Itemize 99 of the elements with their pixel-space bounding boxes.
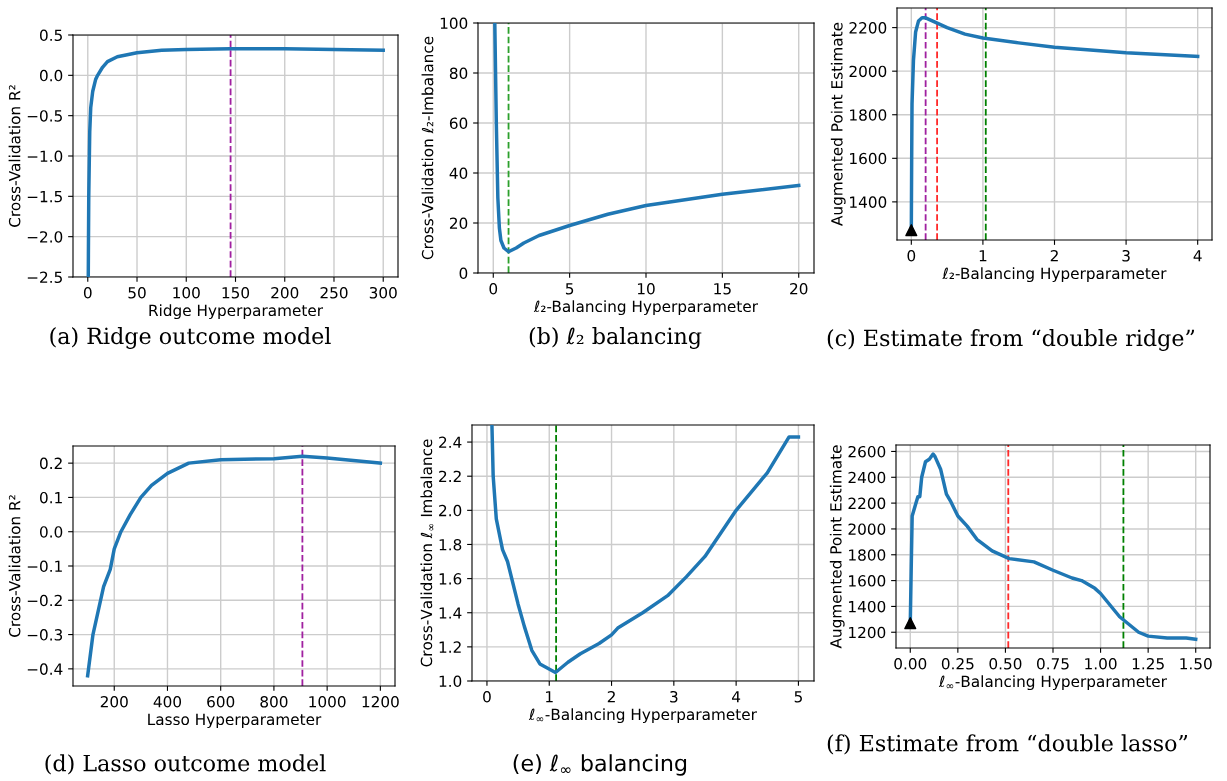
y-tick-label: 1800 [849, 549, 886, 561]
x-tick-label: 0.25 [941, 657, 974, 670]
x-tick-label: 20 [790, 282, 808, 295]
x-tick-label: 2 [1050, 249, 1058, 262]
y-tick-label: −0.5 [27, 110, 62, 122]
x-tick-label: 3 [1122, 249, 1130, 262]
x-tick-label: 1 [546, 691, 553, 703]
x-tick-label: 3 [670, 690, 678, 703]
y-tick-label: 0.5 [39, 29, 62, 42]
y-tick-label: 2000 [849, 65, 887, 78]
x-tick-label: 1 [979, 250, 987, 262]
y-axis-title: Cross-Validation R² [8, 495, 21, 637]
y-tick-label: 0.1 [39, 491, 62, 504]
y-tick-label: 0.0 [39, 69, 63, 82]
y-tick-label: −2.5 [27, 271, 62, 284]
y-tick-label: 40 [449, 167, 468, 180]
y-tick-label: 2.4 [439, 436, 462, 448]
y-tick-label: 0.0 [39, 526, 63, 538]
x-tick-label: 15 [714, 283, 731, 295]
y-tick-label: 2000 [848, 523, 886, 535]
y-axis-title: Augmented Point Estimate [829, 445, 845, 649]
x-tick-label: 400 [153, 695, 182, 708]
x-tick-label: 1000 [309, 695, 346, 708]
y-tick-label: 1.0 [439, 675, 462, 688]
x-tick-label: 5 [565, 283, 574, 295]
text: (d) Lasso outcome model [45, 754, 326, 775]
line-series [490, 425, 801, 675]
y-axis-title: Cross-Validation ℓ₂-Imbalance [421, 36, 434, 260]
x-tick-label: 0.00 [894, 657, 927, 670]
x-tick-label: 1.50 [1180, 657, 1212, 670]
line-series [85, 454, 383, 678]
y-tick-label: 1200 [849, 626, 886, 639]
y-tick-label: 2200 [849, 22, 887, 34]
y-tick-label: 1.8 [439, 538, 462, 551]
x-axis-title: Lasso Hyperparameter [148, 713, 322, 729]
x-tick-label: 0 [489, 282, 498, 295]
y-axis-title: Augmented Point Estimate [830, 22, 846, 226]
x-tick-label: 1.00 [1085, 657, 1117, 670]
x-axis-title: ℓ$_{∞}$-Balancing Hyperparameter [938, 675, 1167, 691]
x-axis-title: ℓ₂-Balancing Hyperparameter [942, 267, 1167, 283]
y-tick-label: 0.2 [39, 457, 62, 470]
y-tick-label: −0.4 [27, 663, 63, 675]
y-tick-label: −0.3 [27, 629, 63, 641]
y-tick-label: −1.0 [27, 150, 63, 163]
x-axis-title: ℓ₂-Balancing Hyperparameter [533, 300, 758, 316]
y-tick-label: 2400 [848, 471, 886, 484]
text: (f) Estimate from “double lasso” [827, 734, 1188, 755]
text: (e) ℓ$_{∞}$ balancing [513, 754, 687, 776]
y-tick-label: −0.1 [27, 560, 62, 573]
x-axis-title: Ridge Hyperparameter [149, 304, 324, 320]
y-tick-label: −0.2 [27, 594, 62, 607]
x-tick-label: 10 [637, 282, 655, 295]
y-tick-label: 2.2 [439, 470, 461, 482]
y-tick-label: −2.0 [27, 231, 63, 243]
y-tick-label: 80 [449, 67, 468, 80]
x-tick-label: 0 [907, 249, 916, 262]
y-tick-label: 1.6 [439, 573, 462, 585]
text: (c) Estimate from “double ridge” [827, 329, 1195, 351]
y-tick-label: 1600 [850, 152, 887, 165]
x-tick-label: 200 [100, 695, 128, 708]
y-tick-label: 20 [449, 217, 468, 230]
x-tick-label: 1.25 [1132, 657, 1164, 670]
x-tick-label: 100 [173, 286, 200, 299]
y-axis-title: Cross-Validation ℓ$_{∞}$ Imbalance [420, 439, 434, 667]
y-tick-label: 1600 [849, 575, 886, 587]
y-tick-label: 1400 [850, 196, 887, 208]
x-axis-title: ℓ$_{∞}$-Balancing Hyperparameter [528, 708, 757, 724]
x-tick-label: 600 [207, 695, 235, 708]
y-tick-label: 60 [449, 117, 468, 130]
y-tick-label: 2600 [848, 445, 886, 458]
y-tick-label: 1400 [849, 600, 886, 613]
x-tick-label: 4 [1193, 250, 1202, 262]
y-tick-label: 2.0 [439, 504, 462, 517]
x-tick-label: 0 [83, 286, 92, 299]
x-tick-label: 150 [222, 286, 250, 299]
y-axis-title: Cross-Validation R² [8, 85, 21, 227]
text: (a) Ridge outcome model [50, 327, 331, 349]
x-tick-label: 0.75 [1037, 657, 1069, 670]
text: (b) ℓ₂ balancing [529, 327, 702, 349]
y-tick-label: 2200 [848, 497, 886, 510]
x-tick-label: 0 [483, 690, 491, 703]
x-tick-label: 0.50 [989, 657, 1022, 670]
x-tick-label: 1200 [362, 695, 399, 708]
x-tick-label: 300 [369, 286, 397, 299]
line-series [86, 46, 385, 277]
x-tick-label: 250 [320, 286, 348, 299]
y-tick-label: 100 [440, 17, 468, 30]
x-tick-label: 5 [794, 691, 802, 703]
x-tick-label: 50 [128, 286, 146, 299]
y-tick-label: 1.2 [439, 641, 461, 653]
y-tick-label: −1.5 [27, 191, 62, 203]
x-tick-label: 4 [732, 691, 741, 703]
line-series [493, 23, 801, 254]
y-tick-label: 1800 [850, 109, 887, 121]
x-tick-label: 200 [271, 286, 299, 299]
y-tick-label: 1.4 [439, 607, 462, 619]
x-tick-label: 2 [607, 690, 615, 703]
x-tick-label: 800 [260, 695, 288, 708]
y-tick-label: 0 [459, 267, 468, 280]
